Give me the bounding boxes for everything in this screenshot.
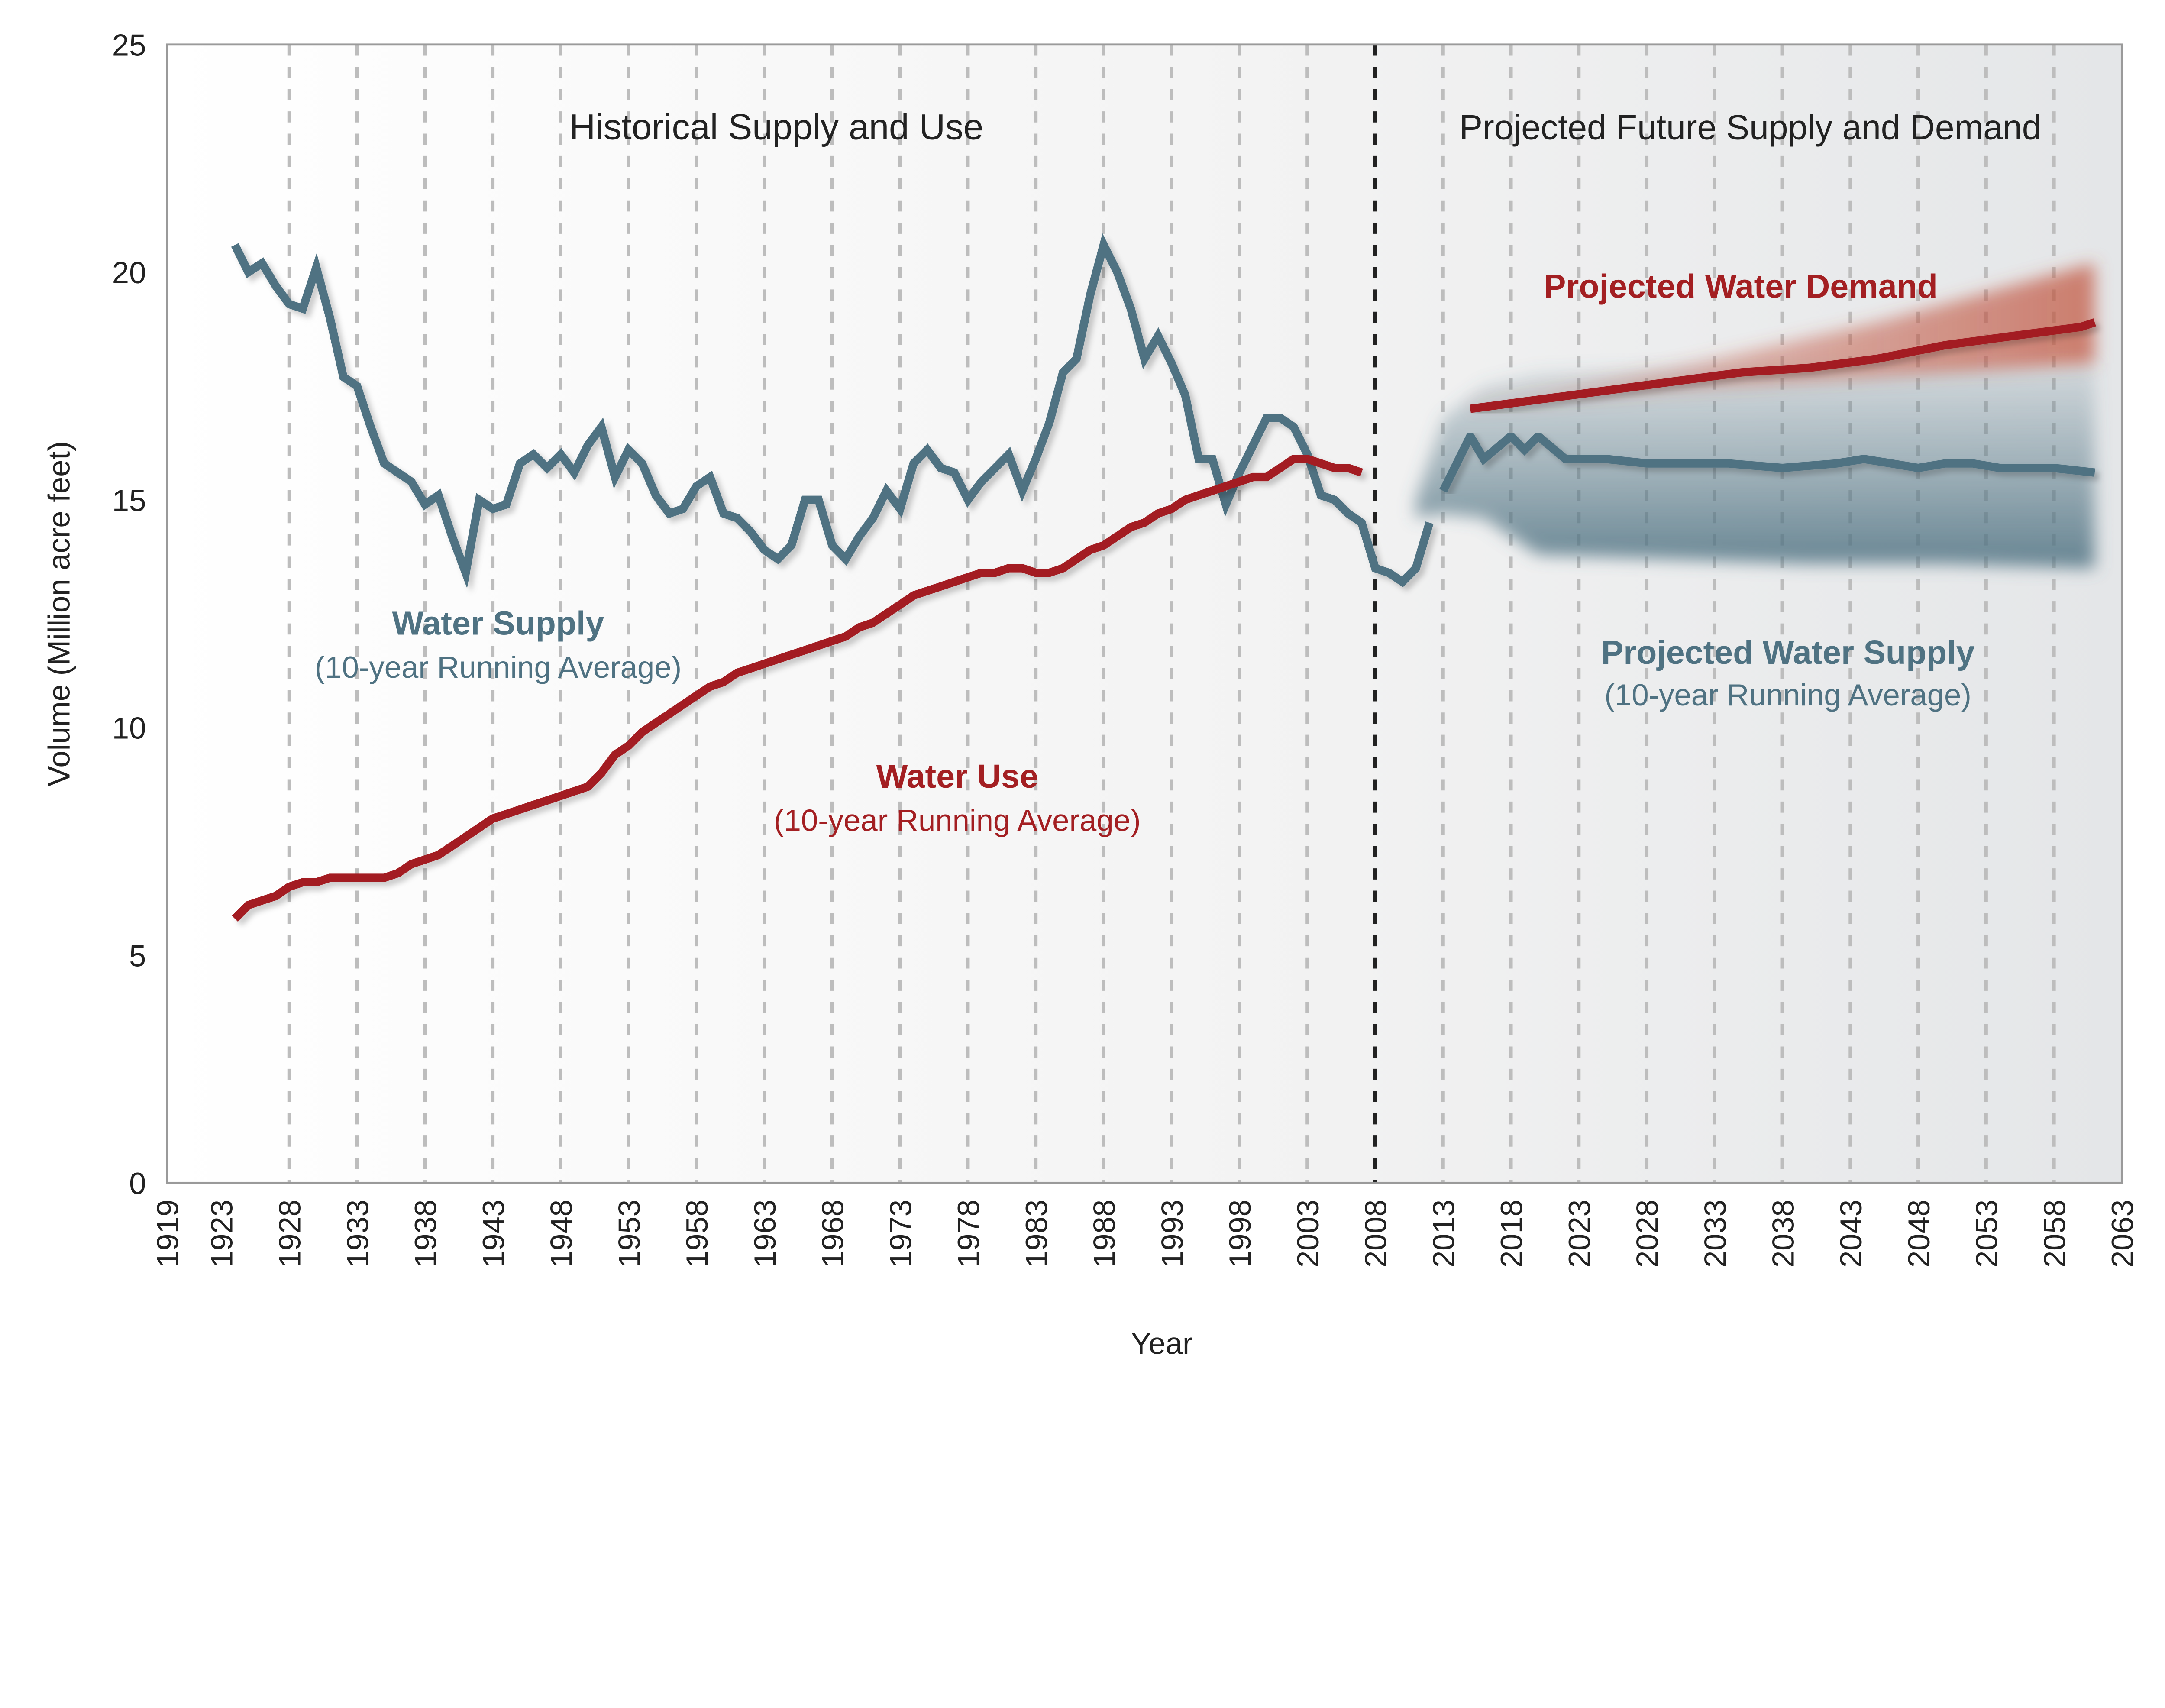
chart-container: 0 5 10 15 20 25 1919 1923 1928 1933 1938 1943 1948 1… bbox=[42, 28, 2139, 1361]
label-projected-supply-sub: (10-year Running Average) bbox=[1604, 678, 1971, 712]
projected-supply-line bbox=[1439, 427, 2095, 493]
y-axis-label: Volume (Million acre feet) bbox=[42, 441, 76, 786]
label-projected-demand: Projected Water Demand bbox=[1544, 268, 1938, 305]
x-tick-label-2003: 2003 bbox=[1291, 1200, 1325, 1268]
x-tick-label-2053: 2053 bbox=[1970, 1200, 2004, 1268]
projected-demand-uncertainty-band bbox=[1470, 263, 2095, 409]
y-tick-label-0: 0 bbox=[129, 1166, 146, 1200]
projected-demand-line bbox=[1470, 318, 2096, 413]
x-tick-label-1958: 1958 bbox=[680, 1200, 714, 1268]
x-tick-label-1963: 1963 bbox=[748, 1200, 782, 1268]
water-use-line bbox=[232, 455, 1363, 922]
x-tick-label-2063: 2063 bbox=[2105, 1200, 2139, 1268]
x-tick-label-2013: 2013 bbox=[1426, 1200, 1461, 1268]
x-tick-label-1953: 1953 bbox=[612, 1200, 646, 1268]
x-tick-label-2038: 2038 bbox=[1766, 1200, 1800, 1268]
label-water-use: Water Use bbox=[876, 758, 1038, 795]
label-projected-supply: Projected Water Supply bbox=[1601, 634, 1975, 671]
x-tick-label-1983: 1983 bbox=[1019, 1200, 1053, 1268]
y-tick-label-15: 15 bbox=[112, 483, 146, 518]
x-tick-label-1919: 1919 bbox=[150, 1200, 184, 1268]
x-tick-label-1978: 1978 bbox=[951, 1200, 986, 1268]
label-water-supply-sub: (10-year Running Average) bbox=[315, 650, 682, 684]
x-tick-label-1988: 1988 bbox=[1087, 1200, 1121, 1268]
x-tick-label-1933: 1933 bbox=[340, 1200, 375, 1268]
y-tick-label-25: 25 bbox=[112, 28, 146, 62]
water-supply-line bbox=[231, 233, 1434, 589]
y-tick-label-20: 20 bbox=[112, 256, 146, 290]
x-tick-label-2023: 2023 bbox=[1562, 1200, 1596, 1268]
x-tick-label-1938: 1938 bbox=[408, 1200, 443, 1268]
plot-background bbox=[167, 44, 2122, 1183]
x-tick-label-1993: 1993 bbox=[1155, 1200, 1189, 1268]
plot-frame bbox=[166, 43, 2123, 1184]
x-tick-label-1973: 1973 bbox=[883, 1200, 918, 1268]
x-tick-label-2018: 2018 bbox=[1494, 1200, 1528, 1268]
x-axis-ticks: 1919 1923 1928 1933 1938 1943 1948 1953 1958 1963… bbox=[150, 1200, 2139, 1268]
x-tick-label-2058: 2058 bbox=[2037, 1200, 2071, 1268]
x-tick-label-2048: 2048 bbox=[1902, 1200, 1936, 1268]
x-axis-label: Year bbox=[1131, 1326, 1193, 1361]
label-water-supply: Water Supply bbox=[392, 605, 604, 642]
series-lines bbox=[231, 233, 2096, 922]
x-tick-label-1928: 1928 bbox=[272, 1200, 307, 1268]
section-title-historical: Historical Supply and Use bbox=[569, 106, 983, 147]
x-tick-label-1948: 1948 bbox=[544, 1200, 578, 1268]
y-tick-label-10: 10 bbox=[112, 711, 146, 745]
x-tick-label-2028: 2028 bbox=[1630, 1200, 1664, 1268]
x-tick-label-2043: 2043 bbox=[1834, 1200, 1868, 1268]
x-tick-label-2008: 2008 bbox=[1359, 1200, 1393, 1268]
x-tick-label-2033: 2033 bbox=[1698, 1200, 1732, 1268]
x-tick-label-1923: 1923 bbox=[205, 1200, 239, 1268]
y-tick-label-5: 5 bbox=[129, 938, 146, 973]
x-tick-label-1998: 1998 bbox=[1223, 1200, 1257, 1268]
y-axis-ticks: 0 5 10 15 20 25 bbox=[112, 28, 146, 1201]
x-tick-label-1943: 1943 bbox=[476, 1200, 511, 1268]
section-title-projected: Projected Future Supply and Demand bbox=[1459, 108, 2041, 147]
label-water-use-sub: (10-year Running Average) bbox=[774, 803, 1141, 837]
x-tick-label-1968: 1968 bbox=[816, 1200, 850, 1268]
